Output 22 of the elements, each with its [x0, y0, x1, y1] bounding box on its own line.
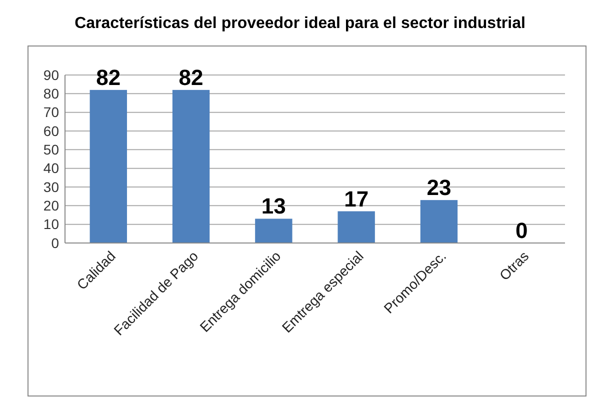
bar	[90, 90, 127, 243]
data-label: 23	[426, 175, 452, 200]
y-tick-label: 40	[43, 160, 60, 176]
bar	[172, 90, 210, 243]
bar	[255, 218, 292, 243]
data-label: 17	[344, 186, 369, 212]
y-tick-label: 0	[51, 234, 60, 251]
data-label: 82	[178, 64, 204, 90]
data-label: 0	[515, 218, 528, 243]
y-tick-label: 90	[43, 66, 60, 83]
y-tick-label: 10	[43, 216, 60, 232]
bar	[420, 200, 458, 243]
bar	[338, 211, 375, 243]
y-tick-label: 80	[43, 86, 60, 102]
data-label: 13	[261, 194, 286, 219]
y-tick-label: 20	[43, 198, 60, 214]
y-tick-label: 30	[43, 178, 60, 195]
y-tick-label: 60	[43, 122, 60, 139]
y-tick-label: 50	[43, 142, 60, 158]
y-tick-label: 70	[43, 104, 60, 120]
data-label: 82	[96, 64, 121, 90]
chart-title: Características del proveedor ideal para el sector industrial	[74, 15, 526, 32]
